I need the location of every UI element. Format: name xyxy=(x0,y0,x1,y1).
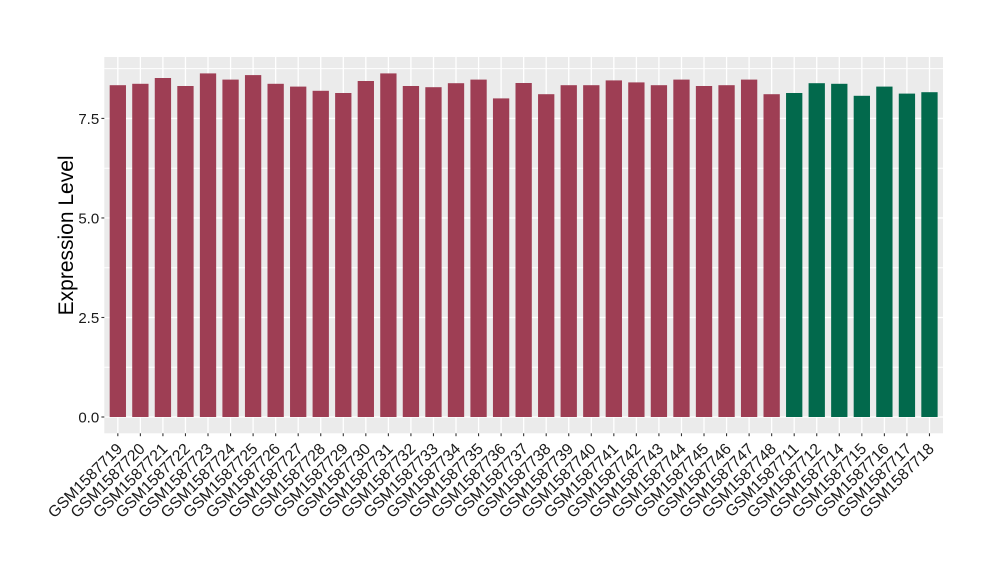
svg-text:0.0: 0.0 xyxy=(78,409,99,426)
svg-text:Expression Level: Expression Level xyxy=(55,155,78,315)
svg-text:2.5: 2.5 xyxy=(78,310,99,327)
svg-text:5.0: 5.0 xyxy=(78,210,99,227)
svg-text:7.5: 7.5 xyxy=(78,111,99,128)
